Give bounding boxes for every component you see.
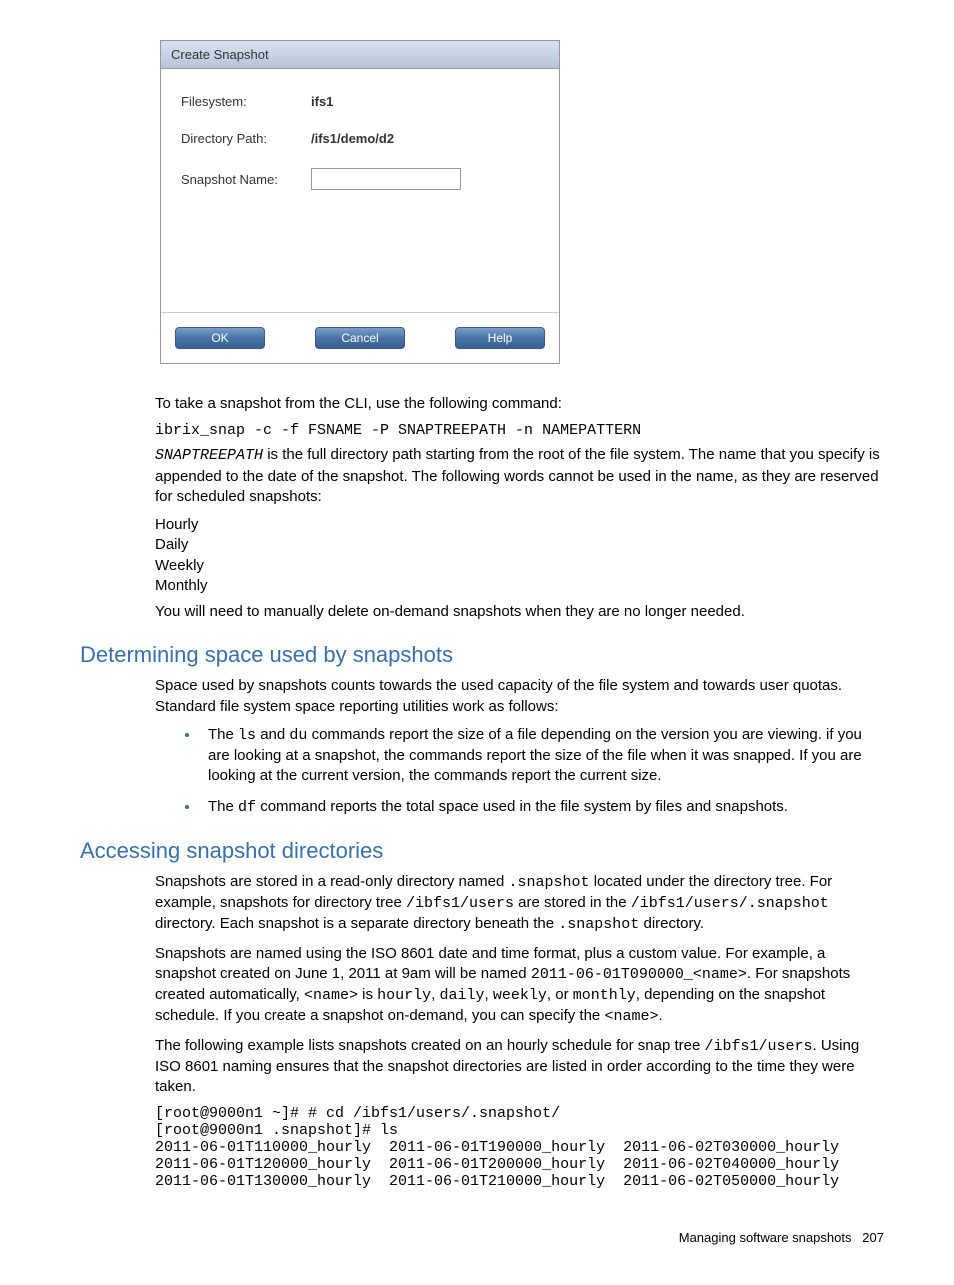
cli-intro-text: To take a snapshot from the CLI, use the… bbox=[155, 394, 884, 414]
dialog-button-row: OK Cancel Help bbox=[161, 312, 559, 363]
p1e: directory. bbox=[639, 915, 704, 932]
b1-code-ls: ls bbox=[238, 727, 256, 744]
dirpath-label: Directory Path: bbox=[181, 131, 311, 146]
p2c2: <name> bbox=[304, 987, 358, 1004]
snaptreepath-code: SNAPTREEPATH bbox=[155, 447, 263, 464]
page-footer: Managing software snapshots 207 bbox=[80, 1230, 894, 1245]
filesystem-label: Filesystem: bbox=[181, 94, 311, 109]
access-p1: Snapshots are stored in a read-only dire… bbox=[155, 872, 884, 936]
reserved-words-list: Hourly Daily Weekly Monthly bbox=[155, 515, 894, 596]
space-intro-text: Space used by snapshots counts towards t… bbox=[155, 676, 884, 717]
b2-code-df: df bbox=[238, 799, 256, 816]
space-bullet-1: The ls and du commands report the size o… bbox=[200, 725, 884, 787]
p3c1: /ibfs1/users bbox=[704, 1038, 812, 1055]
dirpath-value: /ifs1/demo/d2 bbox=[311, 131, 394, 146]
b1-code-du: du bbox=[289, 727, 307, 744]
manual-delete-text: You will need to manually delete on-dema… bbox=[155, 602, 884, 622]
b1-mid: and bbox=[256, 726, 289, 743]
p1c: are stored in the bbox=[514, 894, 631, 911]
access-p2: Snapshots are named using the ISO 8601 d… bbox=[155, 944, 884, 1028]
dialog-title: Create Snapshot bbox=[161, 41, 559, 69]
reserved-hourly: Hourly bbox=[155, 515, 894, 535]
p2c3: hourly bbox=[377, 987, 431, 1004]
p2d: , bbox=[431, 986, 439, 1003]
cli-command: ibrix_snap -c -f FSNAME -P SNAPTREEPATH … bbox=[155, 422, 894, 439]
cancel-button[interactable]: Cancel bbox=[315, 327, 405, 349]
help-button[interactable]: Help bbox=[455, 327, 545, 349]
p1d: directory. Each snapshot is a separate d… bbox=[155, 915, 558, 932]
p1a: Snapshots are stored in a read-only dire… bbox=[155, 873, 509, 890]
space-bullet-list: The ls and du commands report the size o… bbox=[180, 725, 884, 818]
p1c1: .snapshot bbox=[509, 874, 590, 891]
p1c2: /ibfs1/users bbox=[406, 895, 514, 912]
footer-text: Managing software snapshots bbox=[679, 1230, 852, 1245]
snapname-label: Snapshot Name: bbox=[181, 172, 311, 187]
p2c1: 2011-06-01T090000_<name> bbox=[531, 966, 747, 983]
access-p3: The following example lists snapshots cr… bbox=[155, 1036, 884, 1098]
heading-determining-space: Determining space used by snapshots bbox=[80, 642, 894, 668]
p2c6: monthly bbox=[573, 987, 636, 1004]
b2-post: command reports the total space used in … bbox=[256, 798, 788, 815]
p2c5: weekly bbox=[493, 987, 547, 1004]
ok-button[interactable]: OK bbox=[175, 327, 265, 349]
p1c3: /ibfs1/users/.snapshot bbox=[631, 895, 829, 912]
snaptreepath-paragraph: SNAPTREEPATH is the full directory path … bbox=[155, 445, 884, 507]
b2-pre: The bbox=[208, 798, 238, 815]
p2h: . bbox=[658, 1007, 662, 1024]
p3a: The following example lists snapshots cr… bbox=[155, 1037, 704, 1054]
filesystem-value: ifs1 bbox=[311, 94, 333, 109]
p2c4: daily bbox=[440, 987, 485, 1004]
terminal-output: [root@9000n1 ~]# # cd /ibfs1/users/.snap… bbox=[155, 1105, 894, 1190]
reserved-weekly: Weekly bbox=[155, 556, 894, 576]
p2e: , bbox=[485, 986, 493, 1003]
snapshot-name-input[interactable] bbox=[311, 168, 461, 190]
reserved-monthly: Monthly bbox=[155, 576, 894, 596]
p2c7: <name> bbox=[604, 1008, 658, 1025]
snaptreepath-rest: is the full directory path starting from… bbox=[155, 446, 880, 505]
p2c: is bbox=[358, 986, 377, 1003]
p2f: , or bbox=[547, 986, 573, 1003]
reserved-daily: Daily bbox=[155, 535, 894, 555]
p1c4: .snapshot bbox=[558, 916, 639, 933]
create-snapshot-dialog: Create Snapshot Filesystem: ifs1 Directo… bbox=[160, 40, 560, 364]
footer-page: 207 bbox=[862, 1230, 884, 1245]
heading-accessing-snapshots: Accessing snapshot directories bbox=[80, 838, 894, 864]
b1-pre: The bbox=[208, 726, 238, 743]
dialog-body: Filesystem: ifs1 Directory Path: /ifs1/d… bbox=[161, 69, 559, 312]
space-bullet-2: The df command reports the total space u… bbox=[200, 797, 884, 818]
b1-post: commands report the size of a file depen… bbox=[208, 726, 862, 785]
